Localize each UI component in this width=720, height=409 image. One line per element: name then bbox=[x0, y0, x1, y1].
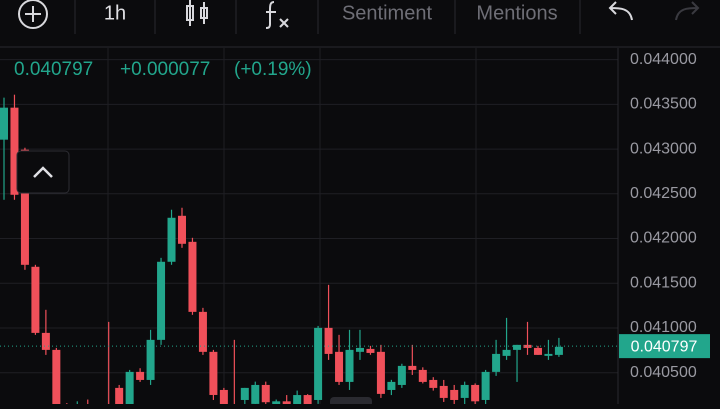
candle-body bbox=[376, 351, 385, 394]
chart-type-button[interactable] bbox=[186, 0, 208, 26]
candle-body bbox=[177, 215, 186, 244]
candle-body bbox=[554, 346, 563, 355]
tab[interactable]: Mentions bbox=[476, 2, 557, 24]
candle-body bbox=[355, 347, 364, 352]
candle-body bbox=[41, 332, 50, 350]
candle-body bbox=[115, 387, 124, 404]
candle-body bbox=[314, 327, 323, 400]
candle-body bbox=[460, 384, 469, 398]
candle-body bbox=[492, 353, 501, 372]
candle-body bbox=[240, 387, 249, 400]
y-tick-label: 0.040500 bbox=[630, 364, 697, 381]
indicators-button[interactable] bbox=[265, 1, 289, 29]
scroll-handle[interactable] bbox=[330, 397, 372, 407]
candle-body bbox=[31, 266, 40, 333]
y-tick-label: 0.044000 bbox=[630, 51, 697, 68]
candle-body bbox=[335, 351, 344, 382]
y-tick-label: 0.042000 bbox=[630, 230, 697, 247]
candle-body bbox=[418, 369, 427, 382]
candle-body bbox=[282, 401, 291, 404]
redo-button[interactable] bbox=[675, 1, 700, 21]
candle-body bbox=[136, 371, 145, 380]
candle-body bbox=[167, 217, 176, 262]
candle-body bbox=[157, 261, 166, 340]
candle-body bbox=[209, 351, 218, 395]
candle-body bbox=[429, 379, 438, 388]
grid bbox=[0, 48, 618, 404]
candle-body bbox=[387, 381, 396, 390]
toolbar bbox=[0, 0, 720, 47]
candle-body bbox=[219, 389, 228, 404]
y-tick-label: 0.041500 bbox=[630, 274, 697, 291]
candle-body bbox=[345, 349, 354, 382]
candle-body bbox=[523, 344, 532, 348]
candle-body bbox=[533, 347, 542, 355]
collapse-button[interactable] bbox=[16, 150, 70, 194]
candle-body bbox=[0, 107, 8, 140]
candle-body bbox=[397, 365, 406, 385]
candle-body bbox=[366, 348, 375, 353]
undo-button[interactable] bbox=[608, 1, 633, 21]
price-change-pct: (+0.19%) bbox=[234, 59, 312, 80]
candle-body bbox=[146, 339, 155, 380]
candle-body bbox=[502, 349, 511, 356]
candle-body bbox=[439, 385, 448, 398]
y-tick-label: 0.041000 bbox=[630, 319, 697, 336]
candle-body bbox=[324, 327, 333, 354]
candle-body bbox=[544, 353, 553, 356]
candle-body bbox=[293, 395, 302, 404]
candle-body bbox=[450, 389, 459, 400]
last-price-tag bbox=[619, 334, 710, 359]
candle-body bbox=[481, 371, 490, 400]
candle-body bbox=[471, 384, 480, 402]
candle-body bbox=[125, 371, 134, 404]
candle-body bbox=[513, 344, 522, 350]
last-price-tag-label: 0.040797 bbox=[631, 338, 698, 355]
last-price: 0.040797 bbox=[14, 59, 93, 80]
candle-body bbox=[10, 107, 19, 195]
add-button[interactable] bbox=[18, 0, 48, 29]
candles bbox=[0, 94, 563, 404]
y-tick-label: 0.043000 bbox=[630, 140, 697, 157]
candle-body bbox=[188, 241, 197, 312]
candle-body bbox=[408, 365, 417, 370]
tab[interactable]: Sentiment bbox=[342, 2, 432, 24]
candle-body bbox=[261, 384, 270, 403]
y-tick-label: 0.042500 bbox=[630, 185, 697, 202]
interval-button[interactable]: 1h bbox=[104, 2, 126, 24]
candle-body bbox=[303, 395, 312, 404]
candle-body bbox=[20, 149, 29, 265]
y-tick-label: 0.043500 bbox=[630, 96, 697, 113]
price-change: +0.000077 bbox=[120, 59, 210, 80]
candle-body bbox=[52, 349, 61, 404]
candle-body bbox=[198, 311, 207, 352]
candle-body bbox=[272, 401, 281, 404]
candle-body bbox=[251, 384, 260, 404]
